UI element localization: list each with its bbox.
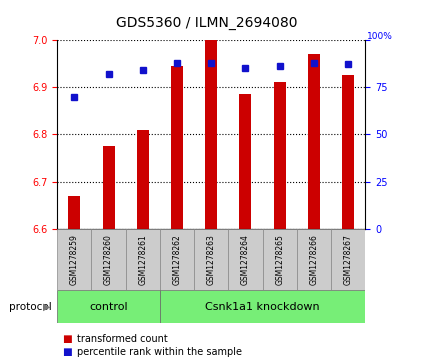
Bar: [194, 229, 228, 290]
Bar: [103, 146, 114, 229]
Text: GSM1278261: GSM1278261: [138, 234, 147, 285]
Text: Csnk1a1 knockdown: Csnk1a1 knockdown: [205, 302, 320, 312]
Bar: [263, 229, 297, 290]
Text: GSM1278267: GSM1278267: [344, 234, 352, 285]
Bar: [228, 229, 263, 290]
Text: GSM1278263: GSM1278263: [207, 234, 216, 285]
Text: GSM1278265: GSM1278265: [275, 234, 284, 285]
Text: GDS5360 / ILMN_2694080: GDS5360 / ILMN_2694080: [116, 16, 297, 30]
Text: GSM1278264: GSM1278264: [241, 234, 250, 285]
Text: GSM1278262: GSM1278262: [172, 234, 181, 285]
Text: 100%: 100%: [367, 32, 393, 41]
Bar: [331, 229, 365, 290]
Bar: [171, 66, 183, 229]
Bar: [342, 76, 354, 229]
Bar: [274, 82, 286, 229]
Text: protocol: protocol: [9, 302, 51, 312]
Text: percentile rank within the sample: percentile rank within the sample: [77, 347, 242, 357]
Bar: [92, 229, 126, 290]
Bar: [126, 229, 160, 290]
Bar: [205, 40, 217, 229]
Text: ▶: ▶: [43, 302, 51, 312]
Bar: [308, 54, 320, 229]
Text: GSM1278260: GSM1278260: [104, 234, 113, 285]
Bar: [137, 130, 149, 229]
Text: control: control: [89, 302, 128, 312]
Bar: [160, 290, 365, 323]
Text: transformed count: transformed count: [77, 334, 168, 344]
Bar: [160, 229, 194, 290]
Bar: [57, 290, 160, 323]
Bar: [297, 229, 331, 290]
Text: ■: ■: [62, 334, 71, 344]
Bar: [57, 229, 92, 290]
Text: GSM1278259: GSM1278259: [70, 234, 79, 285]
Text: ■: ■: [62, 347, 71, 357]
Text: GSM1278266: GSM1278266: [309, 234, 319, 285]
Bar: [68, 196, 81, 229]
Bar: [239, 94, 251, 229]
